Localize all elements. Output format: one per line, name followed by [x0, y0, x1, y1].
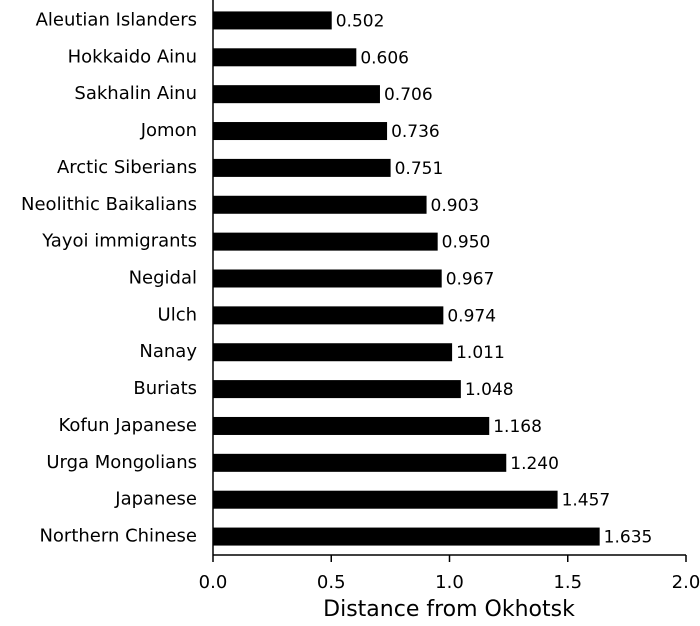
bar — [213, 195, 427, 214]
x-axis-title: Distance from Okhotsk — [323, 597, 575, 622]
value-label: 1.011 — [456, 343, 505, 363]
value-label: 1.048 — [465, 380, 514, 400]
y-tick-label: Hokkaido Ainu — [68, 46, 197, 67]
y-tick-label: Northern Chinese — [39, 526, 197, 547]
y-tick-label: Ulch — [158, 304, 197, 325]
x-tick-label: 2.0 — [672, 572, 700, 593]
value-label: 0.502 — [336, 11, 385, 31]
value-label: 0.751 — [395, 159, 444, 179]
bar — [213, 416, 490, 435]
y-tick-label: Arctic Siberians — [57, 157, 197, 178]
y-tick-label: Jomon — [140, 120, 197, 141]
bar — [213, 48, 357, 67]
value-label: 1.240 — [510, 454, 559, 474]
bar — [213, 527, 600, 546]
y-tick-label: Neolithic Baikalians — [21, 194, 197, 215]
value-label: 0.974 — [447, 306, 496, 326]
y-tick-label: Japanese — [114, 489, 197, 510]
bar — [213, 122, 388, 141]
bar — [213, 380, 461, 399]
bar — [213, 490, 558, 509]
value-label: 0.706 — [384, 85, 433, 105]
bar — [213, 11, 332, 30]
value-label: 0.736 — [391, 122, 440, 142]
x-tick-label: 1.5 — [553, 572, 582, 593]
y-tick-label: Kofun Japanese — [58, 415, 197, 436]
value-label: 0.950 — [442, 233, 491, 253]
y-tick-label: Yayoi immigrants — [41, 231, 197, 252]
x-tick-label: 0.0 — [199, 572, 228, 593]
y-tick-label: Buriats — [133, 378, 197, 399]
y-tick-label: Aleutian Islanders — [36, 9, 197, 30]
x-tick-label: 1.0 — [435, 572, 464, 593]
bar — [213, 269, 442, 288]
bar — [213, 158, 391, 177]
y-tick-label: Sakhalin Ainu — [74, 83, 197, 104]
x-tick-label: 0.5 — [317, 572, 346, 593]
bar — [213, 453, 507, 472]
value-label: 1.635 — [604, 528, 653, 548]
bar — [213, 343, 453, 362]
value-label: 0.606 — [360, 48, 409, 68]
y-tick-label: Nanay — [139, 341, 197, 362]
bar — [213, 306, 444, 325]
y-tick-label: Negidal — [129, 268, 197, 289]
y-tick-label: Urga Mongolians — [46, 452, 197, 473]
value-label: 0.967 — [446, 270, 495, 290]
value-label: 0.903 — [431, 196, 480, 216]
value-label: 1.457 — [562, 491, 611, 511]
bar — [213, 232, 438, 251]
value-label: 1.168 — [493, 417, 542, 437]
bar — [213, 85, 380, 104]
